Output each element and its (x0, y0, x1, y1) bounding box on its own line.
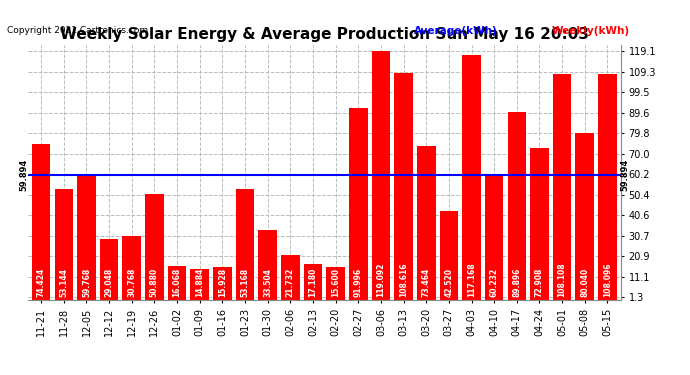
Text: 59.894: 59.894 (620, 159, 629, 191)
Text: 74.424: 74.424 (37, 268, 46, 297)
Text: 59.894: 59.894 (20, 159, 29, 191)
Title: Weekly Solar Energy & Average Production Sun May 16 20:03: Weekly Solar Energy & Average Production… (60, 27, 589, 42)
Text: 91.996: 91.996 (354, 268, 363, 297)
Bar (598, 74, 617, 300)
Text: 53.144: 53.144 (59, 268, 68, 297)
Bar (123, 236, 141, 300)
Text: 59.768: 59.768 (82, 268, 91, 297)
Bar (258, 230, 277, 300)
Text: 108.096: 108.096 (603, 262, 612, 297)
Text: Average(kWh): Average(kWh) (414, 26, 497, 36)
Text: 17.180: 17.180 (308, 267, 317, 297)
Bar (213, 267, 232, 300)
Text: 53.168: 53.168 (241, 268, 250, 297)
Text: 89.896: 89.896 (512, 267, 522, 297)
Text: 108.108: 108.108 (558, 262, 566, 297)
Bar (575, 133, 594, 300)
Bar (485, 174, 504, 300)
Bar (55, 189, 73, 300)
Text: 16.068: 16.068 (172, 268, 181, 297)
Bar (349, 108, 368, 300)
Bar (168, 266, 186, 300)
Bar (236, 189, 255, 300)
Bar (462, 55, 481, 300)
Bar (281, 255, 299, 300)
Bar (553, 74, 571, 300)
Bar (440, 211, 458, 300)
Text: Copyright 2021 Cartronics.com: Copyright 2021 Cartronics.com (7, 26, 148, 35)
Text: 15.928: 15.928 (218, 268, 227, 297)
Bar (304, 264, 322, 300)
Bar (145, 194, 164, 300)
Bar (394, 73, 413, 300)
Bar (100, 239, 119, 300)
Text: Weekly(kWh): Weekly(kWh) (552, 26, 630, 36)
Text: 14.884: 14.884 (195, 267, 204, 297)
Text: 119.092: 119.092 (377, 262, 386, 297)
Text: 33.504: 33.504 (263, 268, 272, 297)
Text: 21.732: 21.732 (286, 268, 295, 297)
Text: 108.616: 108.616 (399, 262, 408, 297)
Text: 50.880: 50.880 (150, 268, 159, 297)
Text: 80.040: 80.040 (580, 268, 589, 297)
Bar (372, 51, 391, 300)
Text: 117.168: 117.168 (467, 262, 476, 297)
Text: 42.520: 42.520 (444, 268, 453, 297)
Bar (190, 269, 209, 300)
Text: 60.232: 60.232 (490, 268, 499, 297)
Bar (77, 175, 96, 300)
Text: 73.464: 73.464 (422, 268, 431, 297)
Bar (508, 112, 526, 300)
Text: 15.600: 15.600 (331, 268, 340, 297)
Text: 29.048: 29.048 (105, 268, 114, 297)
Bar (417, 147, 435, 300)
Bar (32, 144, 50, 300)
Text: 72.908: 72.908 (535, 267, 544, 297)
Bar (530, 148, 549, 300)
Text: 30.768: 30.768 (127, 267, 137, 297)
Bar (326, 267, 345, 300)
